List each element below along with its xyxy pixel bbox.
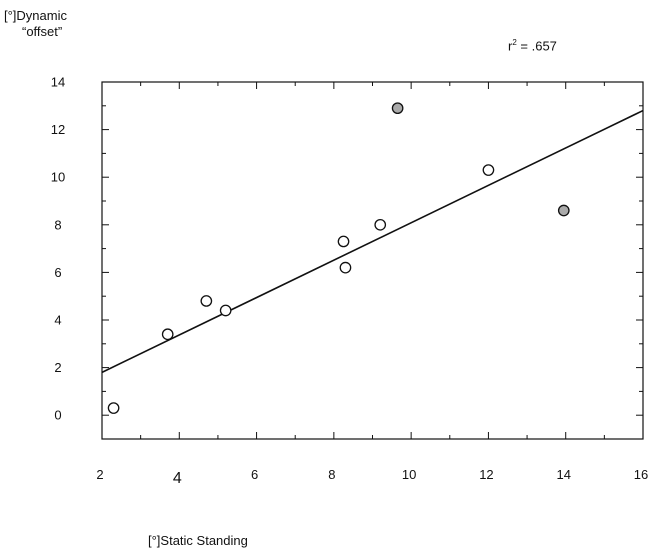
data-point [107,402,120,414]
x-tick-label: 8 [328,467,335,482]
y-tick-label: 14 [51,75,65,90]
r-squared-r: r [508,38,513,54]
x-tick-label: 10 [402,467,416,482]
points-layer [107,102,570,414]
y-tick-label: 6 [54,265,61,280]
ticks-layer: 0 2 4 6 8 10 12 14 2 4 6 8 10 12 14 16 [51,75,648,488]
x-tick-label: 12 [479,467,493,482]
y-tick-label: 0 [54,408,61,423]
x-tick-label: 2 [96,467,103,482]
plot-frame [101,81,644,440]
data-point [557,204,570,217]
x-axis-label: [°]Static Standing [148,533,248,548]
data-point [200,295,213,307]
y-tick-label: 12 [51,122,65,137]
y-axis-label-line-2: “offset” [22,24,63,39]
data-point [339,261,352,274]
r-squared-superscript: 2 [512,38,517,47]
x-tick-label: 14 [556,467,570,482]
data-point [482,164,495,176]
regression-layer [101,109,644,374]
data-point [391,102,404,115]
data-point [374,218,387,231]
data-point [219,304,232,317]
x-tick-label: 6 [251,467,258,482]
data-point [161,328,174,341]
y-axis-label-line-1: [°]Dynamic [4,8,67,23]
y-tick-label: 4 [54,313,61,328]
x-tick-label: 16 [634,467,648,482]
r-squared-value: = .657 [516,38,557,54]
y-tick-label: 8 [54,217,61,232]
regression-line [101,109,644,374]
data-point [337,235,350,248]
x-tick-label: 4 [173,470,182,487]
y-tick-label: 2 [54,360,61,375]
r-squared-annotation: r2 = .657 [508,38,557,53]
y-tick-label: 10 [51,170,65,185]
